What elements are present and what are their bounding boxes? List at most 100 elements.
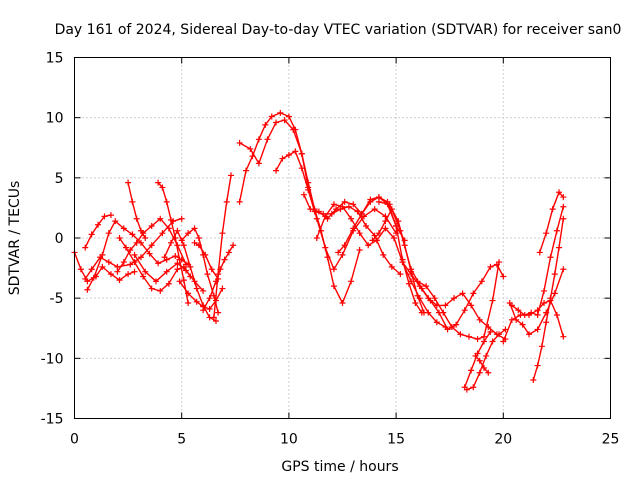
data-point [142,268,149,275]
data-point [191,225,198,232]
data-point [191,239,198,246]
data-point [219,230,226,237]
data-point [125,179,132,186]
data-point [508,316,515,323]
data-point [526,331,533,338]
data-point [330,266,337,273]
grid [74,57,611,419]
data-point [547,297,554,304]
data-point [388,263,395,270]
y-axis-label: SDTVAR / TECUs [7,181,23,296]
series-line [509,268,564,335]
data-point [519,321,526,328]
data-point [187,263,194,270]
data-point [148,285,155,292]
data-point [414,292,421,299]
data-point [219,285,226,292]
data-point [556,189,563,196]
series-line [238,119,397,270]
data-point [476,369,483,376]
data-point [223,198,230,205]
data-point [560,203,567,210]
data-point [215,309,222,316]
data-point [416,283,423,290]
data-point [268,113,275,120]
data-point [279,155,286,162]
data-point [442,302,449,309]
series-line [116,217,187,273]
data-point [193,285,200,292]
data-point [556,244,563,251]
axis-ticks: 0 5 10 15 20 25 -15 -10 -5 0 5 10 15 [41,51,620,448]
data-point [382,218,389,225]
data-point [225,249,232,256]
series-line [157,181,189,304]
data-point [468,367,475,374]
data-point [298,165,305,172]
data-point [167,216,174,223]
data-point [423,283,430,290]
data-point [133,215,140,222]
data-point [255,160,262,167]
data-point [476,357,483,364]
series-line [238,112,361,304]
data-point [534,362,541,369]
data-point [356,230,363,237]
data-point [210,314,217,321]
data-point [200,287,207,294]
data-point [322,213,329,220]
data-point [88,231,95,238]
data-point [137,254,144,261]
series-line [275,150,402,275]
series-track-5 [114,215,189,275]
data-point [131,268,138,275]
data-point [172,253,179,260]
data-point [174,266,181,273]
data-point [159,184,166,191]
data-point [371,206,378,213]
data-point [365,242,372,249]
data-point [131,259,138,266]
data-point [137,227,144,234]
data-point [107,271,114,278]
data-point [285,151,292,158]
data-point [163,198,170,205]
series-line [337,196,423,314]
data-point [313,235,320,241]
data-point [305,186,312,193]
data-point [116,277,123,284]
data-point [457,331,464,338]
data-point [341,198,348,205]
series-track-9 [155,179,192,306]
data-point [339,299,346,306]
series-track-33 [536,189,567,256]
series-track-32 [508,203,567,319]
data-point [292,148,299,155]
data-point [485,369,492,376]
x-axis-label: GPS time / hours [281,459,398,475]
data-point [178,215,185,222]
data-point [461,384,468,391]
data-point [99,251,106,258]
series-track-17 [236,117,400,273]
series-line [316,203,447,328]
data-point [112,218,119,225]
series-line [180,227,219,314]
data-point [534,326,541,333]
data-point [161,254,168,261]
x-tick-label: 10 [280,432,298,448]
data-point [125,271,132,278]
data-point [375,198,382,205]
data-point [500,338,507,345]
series-track-26 [463,326,509,393]
data-point [300,191,307,198]
series-track-22 [369,206,427,316]
data-point [315,208,322,215]
data-point [461,307,468,314]
data-point [215,271,222,278]
data-point [182,267,189,274]
data-point [120,225,127,232]
data-point [122,244,129,251]
data-point [487,328,494,335]
